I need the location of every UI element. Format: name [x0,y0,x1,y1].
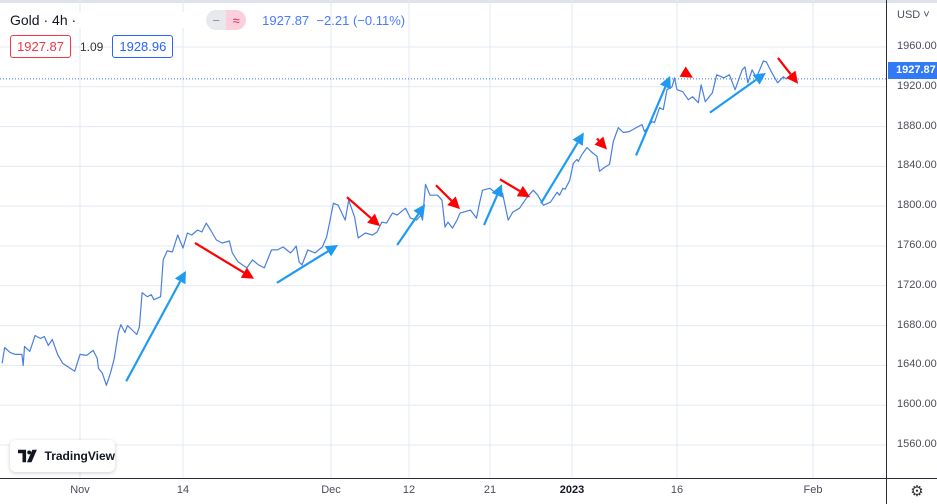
arrow-head-icon [516,185,531,198]
arrow-up-annotation [709,72,766,114]
arrow-head-icon [786,70,799,84]
quote: 1927.87 −2.21 (−0.11%) [262,13,405,28]
gear-icon[interactable]: ⚙ [910,483,924,500]
arrow-down-annotation [679,66,693,78]
symbol-legend: Gold · 4h · − ≈ 1927.87 −2.21 (−0.11%) [10,10,405,30]
spread-value: 1.09 [80,39,104,54]
arrow-head-icon [240,267,255,279]
arrow-shaft [540,142,579,204]
arrow-shaft [777,57,792,75]
plot-area [0,57,886,386]
interval: 4h [52,12,68,28]
tradingview-logo-icon [18,449,37,463]
arrow-up-annotation [125,270,186,382]
y-tick-label: 1920.00 [897,79,937,92]
arrow-head-icon [174,270,186,285]
minus-button[interactable]: − [206,10,227,30]
y-tick-label: 1600.00 [897,398,937,411]
y-tick-label: 1720.00 [897,278,937,291]
arrow-down-annotation [346,196,381,227]
x-tick-label: 2023 [559,484,585,496]
price-change: −2.21 [316,12,350,28]
top-border [0,0,937,3]
tradingview-logo[interactable]: TradingView [10,440,115,472]
buy-button[interactable]: 1928.96 [112,35,174,58]
arrow-shaft [499,178,521,193]
arrow-shaft [635,86,667,156]
arrow-head-icon [447,196,460,210]
arrow-up-annotation [635,75,671,156]
x-tick-label: 14 [176,484,190,496]
y-tick-label: 1640.00 [897,358,937,371]
arrow-up-annotation [276,244,339,284]
arrow-head-icon [594,136,607,150]
approx-button[interactable]: ≈ [226,10,247,30]
symbol-name: Gold [10,12,40,28]
arrow-shaft [435,184,453,202]
separator: · [71,12,77,28]
arrow-head-icon [491,184,503,198]
arrow-shaft [125,280,182,382]
arrow-shaft [596,137,600,142]
logo-text: TradingView [44,449,115,463]
arrow-down-annotation [594,136,607,150]
legend-toggle-group: − ≈ [206,10,247,30]
y-tick-label: 1960.00 [897,39,937,52]
arrow-head-icon [572,132,584,146]
price-change-pct: (−0.11%) [352,12,406,28]
x-tick-label: Nov [70,484,90,496]
arrow-shaft [346,196,372,220]
arrow-head-icon [659,75,671,90]
arrow-down-annotation [194,242,255,279]
redacted-area [76,12,187,28]
last-price-label: 1927.87 [888,62,937,79]
arrow-up-annotation [396,204,426,246]
x-tick-label: 12 [402,484,416,496]
arrow-shaft [396,213,420,246]
currency-selector[interactable]: USD ˅ [897,9,930,21]
x-tick-label: 21 [483,484,497,496]
x-tick-label: 16 [670,484,684,496]
arrow-head-icon [367,213,381,227]
arrow-shaft [194,242,245,274]
x-tick-label: Dec [321,484,341,496]
arrow-head-icon [679,66,693,78]
arrow-shaft [276,250,329,284]
y-tick-label: 1560.00 [897,437,937,450]
arrow-up-annotation [482,184,503,226]
arrow-shaft [482,194,499,226]
sell-button[interactable]: 1927.87 [10,35,71,58]
arrow-down-annotation [435,184,460,210]
x-tick-label: Feb [803,484,823,496]
arrow-down-annotation [499,178,531,198]
arrow-head-icon [413,204,426,218]
arrow-shaft [709,78,757,114]
y-tick-label: 1680.00 [897,318,937,331]
last-price: 1927.87 [262,12,310,28]
arrow-head-icon [324,244,339,257]
arrow-up-annotation [540,132,584,204]
price-line [1,60,787,386]
y-tick-label: 1800.00 [897,199,937,212]
y-tick-label: 1880.00 [897,119,937,132]
arrow-head-icon [752,72,766,85]
separator: · [43,12,49,28]
y-tick-label: 1760.00 [897,238,937,251]
buy-sell-panel: 1927.87 1.09 1928.96 [10,35,174,58]
grid [0,0,886,478]
arrow-down-annotation [777,57,799,84]
y-tick-label: 1840.00 [897,159,937,172]
